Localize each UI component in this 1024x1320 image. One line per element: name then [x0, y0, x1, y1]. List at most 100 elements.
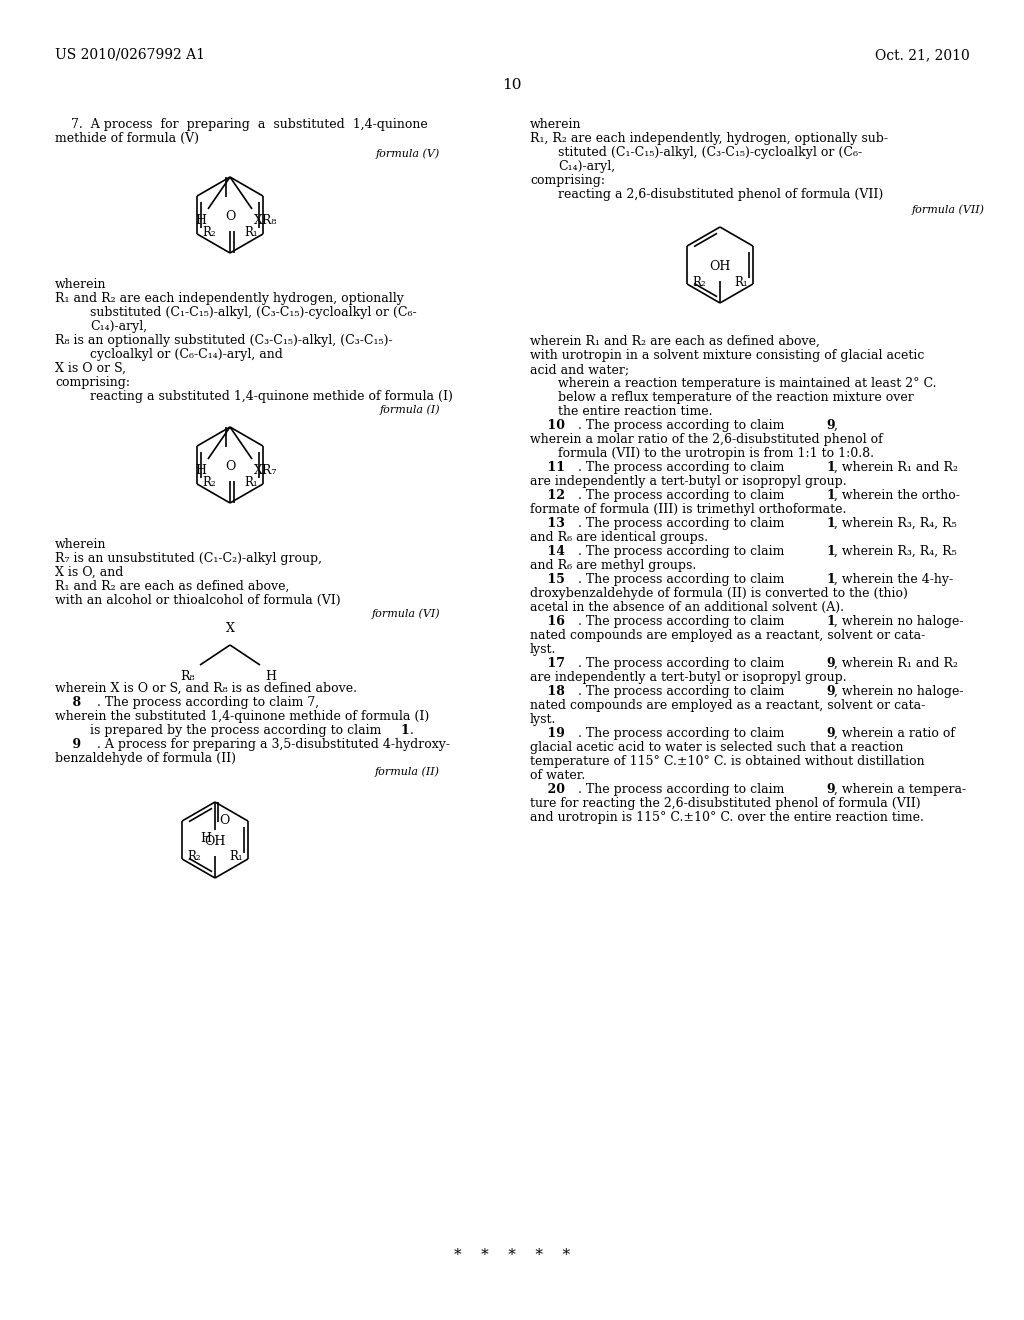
Text: 9: 9 — [826, 783, 835, 796]
Text: and urotropin is 115° C.±10° C. over the entire reaction time.: and urotropin is 115° C.±10° C. over the… — [530, 810, 924, 824]
Text: XR₇: XR₇ — [254, 465, 278, 477]
Text: glacial acetic acid to water is selected such that a reaction: glacial acetic acid to water is selected… — [530, 741, 903, 754]
Text: stituted (C₁-C₁₅)-alkyl, (C₃-C₁₅)-cycloalkyl or (C₆-: stituted (C₁-C₁₅)-alkyl, (C₃-C₁₅)-cycloa… — [558, 147, 862, 158]
Text: OH: OH — [205, 836, 225, 847]
Text: formula (I): formula (I) — [379, 404, 440, 414]
Text: . The process according to claim: . The process according to claim — [578, 573, 788, 586]
Text: H: H — [195, 465, 206, 477]
Text: . The process according to claim: . The process according to claim — [578, 783, 788, 796]
Text: 9: 9 — [826, 727, 835, 741]
Text: 12: 12 — [530, 488, 565, 502]
Text: formula (VII): formula (VII) — [912, 205, 985, 215]
Text: formula (II): formula (II) — [375, 766, 440, 776]
Text: . The process according to claim: . The process according to claim — [578, 517, 788, 531]
Text: acid and water;: acid and water; — [530, 363, 629, 376]
Text: methide of formula (V): methide of formula (V) — [55, 132, 199, 145]
Text: . The process according to claim: . The process according to claim — [578, 461, 788, 474]
Text: 16: 16 — [530, 615, 565, 628]
Text: 14: 14 — [530, 545, 565, 558]
Text: , wherein R₁ and R₂: , wherein R₁ and R₂ — [834, 657, 958, 671]
Text: nated compounds are employed as a reactant, solvent or cata-: nated compounds are employed as a reacta… — [530, 630, 926, 642]
Text: OH: OH — [710, 260, 731, 273]
Text: . A process for preparing a 3,5-disubstituted 4-hydroxy-: . A process for preparing a 3,5-disubsti… — [97, 738, 450, 751]
Text: R₂: R₂ — [202, 226, 216, 239]
Text: , wherein R₃, R₄, R₅: , wherein R₃, R₄, R₅ — [834, 545, 956, 558]
Text: R₁ and R₂ are each as defined above,: R₁ and R₂ are each as defined above, — [55, 579, 290, 593]
Text: with an alcohol or thioalcohol of formula (VI): with an alcohol or thioalcohol of formul… — [55, 594, 341, 607]
Text: wherein X is O or S, and R₈ is as defined above.: wherein X is O or S, and R₈ is as define… — [55, 682, 357, 696]
Text: .: . — [410, 723, 414, 737]
Text: 1: 1 — [826, 488, 835, 502]
Text: are independently a tert-butyl or isopropyl group.: are independently a tert-butyl or isopro… — [530, 475, 847, 488]
Text: 9: 9 — [826, 418, 835, 432]
Text: 19: 19 — [530, 727, 565, 741]
Text: ,: , — [834, 418, 838, 432]
Text: . The process according to claim: . The process according to claim — [578, 615, 788, 628]
Text: 8: 8 — [55, 696, 81, 709]
Text: . The process according to claim: . The process according to claim — [578, 418, 788, 432]
Text: . The process according to claim: . The process according to claim — [578, 685, 788, 698]
Text: , wherein R₃, R₄, R₅: , wherein R₃, R₄, R₅ — [834, 517, 956, 531]
Text: R₁: R₁ — [245, 475, 258, 488]
Text: is prepared by the process according to claim: is prepared by the process according to … — [90, 723, 385, 737]
Text: 20: 20 — [530, 783, 565, 796]
Text: wherein: wherein — [55, 539, 106, 550]
Text: and R₆ are identical groups.: and R₆ are identical groups. — [530, 531, 708, 544]
Text: 9: 9 — [826, 657, 835, 671]
Text: 17: 17 — [530, 657, 565, 671]
Text: , wherein no haloge-: , wherein no haloge- — [834, 685, 964, 698]
Text: below a reflux temperature of the reaction mixture over: below a reflux temperature of the reacti… — [558, 391, 913, 404]
Text: substituted (C₁-C₁₅)-alkyl, (C₃-C₁₅)-cycloalkyl or (C₆-: substituted (C₁-C₁₅)-alkyl, (C₃-C₁₅)-cyc… — [90, 306, 417, 319]
Text: R₂: R₂ — [187, 850, 201, 863]
Text: lyst.: lyst. — [530, 713, 556, 726]
Text: R₁: R₁ — [229, 850, 243, 863]
Text: 10: 10 — [502, 78, 522, 92]
Text: X: X — [225, 622, 234, 635]
Text: R₁, R₂ are each independently, hydrogen, optionally sub-: R₁, R₂ are each independently, hydrogen,… — [530, 132, 888, 145]
Text: , wherein the ortho-: , wherein the ortho- — [834, 488, 959, 502]
Text: wherein: wherein — [530, 117, 582, 131]
Text: 1: 1 — [400, 723, 409, 737]
Text: 9: 9 — [826, 685, 835, 698]
Text: 7.  A process  for  preparing  a  substituted  1,4-quinone: 7. A process for preparing a substituted… — [55, 117, 428, 131]
Text: are independently a tert-butyl or isopropyl group.: are independently a tert-butyl or isopro… — [530, 671, 847, 684]
Text: O: O — [225, 459, 236, 473]
Text: the entire reaction time.: the entire reaction time. — [558, 405, 713, 418]
Text: H: H — [200, 832, 211, 845]
Text: nated compounds are employed as a reactant, solvent or cata-: nated compounds are employed as a reacta… — [530, 700, 926, 711]
Text: 11: 11 — [530, 461, 565, 474]
Text: 15: 15 — [530, 573, 565, 586]
Text: comprising:: comprising: — [55, 376, 130, 389]
Text: 10: 10 — [530, 418, 565, 432]
Text: ture for reacting the 2,6-disubstituted phenol of formula (VII): ture for reacting the 2,6-disubstituted … — [530, 797, 921, 810]
Text: . The process according to claim: . The process according to claim — [578, 657, 788, 671]
Text: comprising:: comprising: — [530, 174, 605, 187]
Text: R₂: R₂ — [202, 475, 216, 488]
Text: . The process according to claim 7,: . The process according to claim 7, — [97, 696, 319, 709]
Text: *    *    *    *    *: * * * * * — [454, 1247, 570, 1262]
Text: 1: 1 — [826, 615, 835, 628]
Text: 13: 13 — [530, 517, 565, 531]
Text: of water.: of water. — [530, 770, 586, 781]
Text: XR₈: XR₈ — [254, 214, 278, 227]
Text: with urotropin in a solvent mixture consisting of glacial acetic: with urotropin in a solvent mixture cons… — [530, 348, 925, 362]
Text: H: H — [265, 671, 276, 682]
Text: 1: 1 — [826, 461, 835, 474]
Text: acetal in the absence of an additional solvent (A).: acetal in the absence of an additional s… — [530, 601, 844, 614]
Text: formula (V): formula (V) — [376, 148, 440, 158]
Text: wherein: wherein — [55, 279, 106, 290]
Text: C₁₄)-aryl,: C₁₄)-aryl, — [558, 160, 615, 173]
Text: R₈: R₈ — [180, 671, 195, 682]
Text: R₁: R₁ — [245, 226, 258, 239]
Text: wherein R₁ and R₂ are each as defined above,: wherein R₁ and R₂ are each as defined ab… — [530, 335, 820, 348]
Text: R₁: R₁ — [734, 276, 748, 289]
Text: 1: 1 — [826, 545, 835, 558]
Text: benzaldehyde of formula (II): benzaldehyde of formula (II) — [55, 752, 236, 766]
Text: 1: 1 — [826, 573, 835, 586]
Text: wherein the substituted 1,4-quinone methide of formula (I): wherein the substituted 1,4-quinone meth… — [55, 710, 429, 723]
Text: R₈ is an optionally substituted (C₃-C₁₅)-alkyl, (C₃-C₁₅)-: R₈ is an optionally substituted (C₃-C₁₅)… — [55, 334, 392, 347]
Text: 18: 18 — [530, 685, 565, 698]
Text: 1: 1 — [826, 517, 835, 531]
Text: reacting a 2,6-disubstituted phenol of formula (VII): reacting a 2,6-disubstituted phenol of f… — [558, 187, 884, 201]
Text: X is O or S,: X is O or S, — [55, 362, 126, 375]
